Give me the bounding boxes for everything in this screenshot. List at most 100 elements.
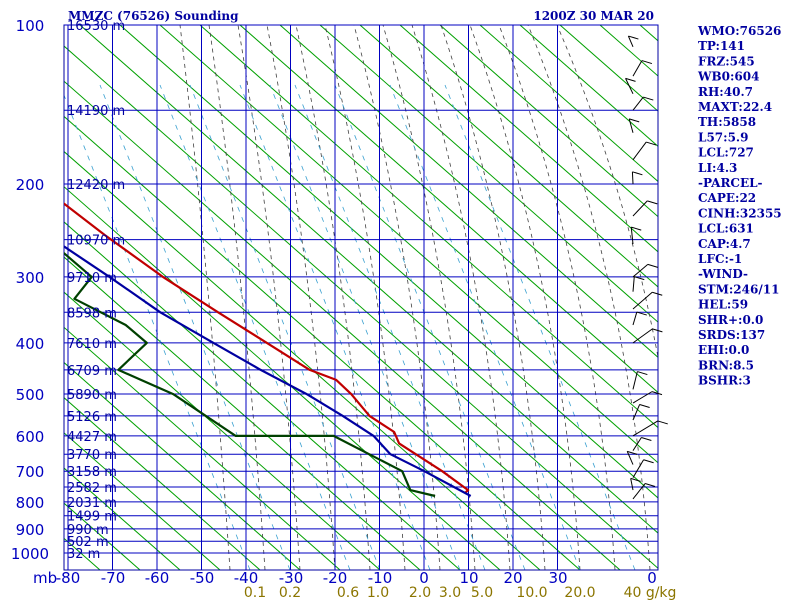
dry-adiabat-line bbox=[64, 256, 421, 570]
stability-index-item: MAXT:22.4 bbox=[698, 100, 772, 114]
stability-index-item: HEL:59 bbox=[698, 298, 748, 312]
mixing-ratio-tick-label: 1.0 bbox=[367, 585, 389, 600]
height-label: 16530 m bbox=[67, 19, 125, 34]
temperature-tick-label: 30 bbox=[548, 569, 567, 587]
wind-barb-flag bbox=[643, 459, 654, 464]
wind-barb-flag bbox=[652, 291, 663, 296]
dry-adiabat-line bbox=[119, 25, 658, 499]
pressure-tick-label: 300 bbox=[16, 269, 45, 287]
dry-adiabat-line bbox=[64, 115, 581, 570]
pressure-tick-label: 900 bbox=[16, 521, 45, 539]
wind-barb-flag bbox=[646, 141, 657, 146]
stability-index-item: LI:4.3 bbox=[698, 161, 737, 175]
stability-index-item: BRN:8.5 bbox=[698, 358, 754, 372]
temperature-tick-label: 0 bbox=[419, 569, 429, 587]
wind-barb-flag bbox=[627, 450, 638, 455]
height-label: 8598 m bbox=[67, 306, 117, 321]
wind-barb-flag bbox=[639, 403, 650, 408]
wind-barb-staff bbox=[632, 263, 649, 278]
height-label: 7610 m bbox=[67, 337, 117, 352]
dry-adiabat-line bbox=[64, 291, 381, 570]
mixing-ratio-tick-label: 2.0 bbox=[409, 585, 431, 600]
dry-adiabat-line bbox=[239, 25, 658, 394]
wind-barb-staff bbox=[632, 371, 638, 390]
height-label: 14190 m bbox=[67, 104, 125, 119]
wind-barbs bbox=[625, 35, 668, 500]
wind-barb-staff bbox=[632, 459, 645, 478]
moist-adiabat-line bbox=[527, 25, 651, 570]
stability-index-item: L57:5.9 bbox=[698, 130, 748, 144]
wind-barb-staff bbox=[631, 171, 634, 184]
dry-adiabat-line bbox=[479, 25, 658, 183]
sounding-series-1 bbox=[64, 251, 436, 498]
sounding-series-2 bbox=[64, 245, 472, 497]
wind-barb-flag bbox=[641, 60, 653, 65]
dry-adiabat-line bbox=[319, 25, 658, 323]
moist-adiabat-line bbox=[266, 25, 336, 570]
wind-barb-staff bbox=[632, 200, 648, 217]
wind-barb-flag bbox=[651, 391, 663, 396]
wind-barb-flag bbox=[634, 276, 645, 281]
dry-adiabat-line bbox=[64, 150, 541, 570]
wind-barb-staff bbox=[627, 35, 634, 48]
wind-barb-staff bbox=[632, 437, 642, 451]
dry-adiabat-line bbox=[279, 25, 658, 358]
wind-barb-staff bbox=[630, 478, 634, 491]
stability-index-item: EHI:0.0 bbox=[698, 343, 749, 357]
stability-index-item: BSHR:3 bbox=[698, 374, 751, 388]
temperature-tick-label: 0 bbox=[647, 569, 657, 587]
pressure-tick-label: 700 bbox=[16, 463, 45, 481]
wind-barb-flag bbox=[628, 35, 639, 40]
height-label: 9710 m bbox=[67, 271, 117, 286]
mixing-ratio-tick-label: 0.2 bbox=[279, 585, 301, 600]
wind-barb-staff bbox=[632, 404, 641, 421]
pressure-tick-label: 1000 bbox=[11, 545, 49, 563]
wind-barb-flag bbox=[631, 226, 642, 231]
pressure-tick-label: 500 bbox=[16, 386, 45, 404]
mixing-ratio-line bbox=[444, 84, 636, 570]
sounding-series-0 bbox=[64, 202, 470, 494]
height-label: 3770 m bbox=[67, 448, 117, 463]
height-label: 5890 m bbox=[67, 388, 117, 403]
moist-adiabat-line bbox=[324, 25, 406, 570]
stability-index-item: TH:5858 bbox=[698, 115, 756, 129]
wind-barb-staff bbox=[632, 483, 646, 500]
stability-index-item: FRZ:545 bbox=[698, 54, 755, 68]
wind-barb-staff bbox=[626, 451, 634, 465]
moist-adiabat-line bbox=[469, 25, 581, 570]
pressure-unit-label: mb bbox=[33, 569, 57, 587]
wind-barb-flag bbox=[629, 118, 640, 123]
moist-adiabat-line bbox=[295, 25, 371, 570]
wind-barb-staff bbox=[632, 391, 653, 404]
wind-barb-staff bbox=[632, 291, 653, 310]
height-label: 4427 m bbox=[67, 430, 117, 445]
moist-adiabat-line bbox=[353, 25, 441, 570]
height-label: 502 m bbox=[67, 535, 109, 550]
temperature-tick-label: -80 bbox=[56, 569, 81, 587]
wind-barb-staff bbox=[632, 60, 643, 77]
moist-adiabat-line bbox=[411, 25, 511, 570]
wind-barb-flag bbox=[647, 200, 658, 205]
diagram-grid bbox=[63, 24, 659, 571]
dry-adiabat-line bbox=[64, 361, 301, 570]
wind-barb-staff bbox=[625, 78, 634, 95]
dry-adiabat-line bbox=[64, 186, 501, 570]
stability-index-item: CINH:32355 bbox=[698, 206, 782, 220]
wind-barb-staff bbox=[632, 328, 653, 344]
moist-adiabat-line bbox=[208, 25, 266, 570]
dry-adiabat-line bbox=[439, 25, 658, 218]
mixing-ratio-tick-label: 0.1 bbox=[244, 585, 266, 600]
pressure-tick-label: 600 bbox=[16, 428, 45, 446]
wind-barb-flag bbox=[630, 477, 641, 482]
stability-index-item: WMO:76526 bbox=[697, 24, 781, 38]
temperature-tick-label: -70 bbox=[101, 569, 126, 587]
wind-barb-staff bbox=[630, 227, 634, 245]
stability-index-item: SHR+:0.0 bbox=[698, 313, 763, 327]
dry-adiabat-line bbox=[519, 25, 658, 147]
stability-index-item: STM:246/11 bbox=[698, 282, 779, 296]
temperature-tick-label: -30 bbox=[279, 569, 304, 587]
moist-adiabat-line bbox=[556, 25, 658, 360]
dry-adiabat-line bbox=[0, 25, 20, 570]
